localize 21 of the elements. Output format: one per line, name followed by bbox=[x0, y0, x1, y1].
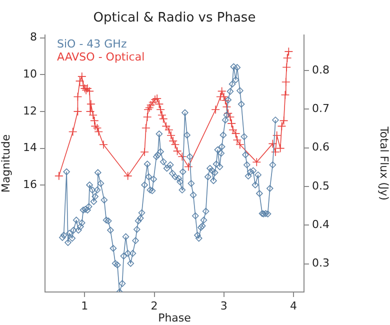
y-tick-label: 14 bbox=[23, 141, 37, 154]
y-tick-label: 16 bbox=[23, 178, 37, 192]
y-tick-label: 8 bbox=[30, 30, 37, 44]
y-tick-label: 12 bbox=[23, 104, 37, 118]
x-tick-label: 4 bbox=[290, 299, 298, 312]
y2-tick-label: 0.5 bbox=[312, 179, 330, 192]
y2-tick-label: 0.8 bbox=[312, 63, 330, 76]
y-tick-label: 10 bbox=[23, 67, 37, 80]
x-tick-label: 2 bbox=[150, 299, 158, 312]
x-tick-label: 1 bbox=[81, 299, 88, 312]
chart-title: Optical & Radio vs Phase bbox=[93, 10, 256, 26]
y2-tick-label: 0.7 bbox=[312, 102, 330, 116]
y2-tick-label: 0.4 bbox=[312, 218, 330, 231]
y2-tick-label: 0.6 bbox=[312, 140, 330, 154]
y-axis-title: Magnitude bbox=[0, 134, 12, 193]
y2-tick-label: 0.3 bbox=[312, 256, 330, 270]
x-tick-label: 3 bbox=[220, 299, 228, 312]
x-axis-title: Phase bbox=[158, 311, 192, 324]
text: AAVSO - Optical bbox=[57, 50, 145, 64]
text: SiO - 43 GHz bbox=[57, 37, 127, 50]
y2-axis-title: Total Flux (Jy) bbox=[378, 126, 390, 200]
